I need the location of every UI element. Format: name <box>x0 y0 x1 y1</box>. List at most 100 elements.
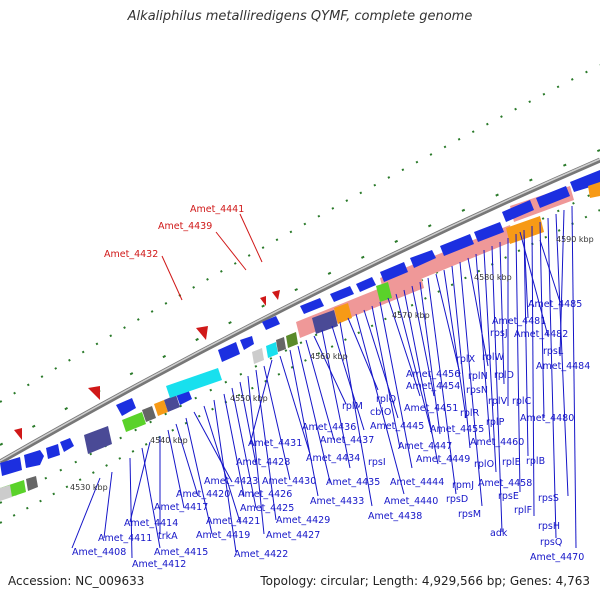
gene-block <box>286 332 298 348</box>
gene-block <box>266 342 278 358</box>
gene-label: rplV <box>488 396 508 407</box>
gene-block <box>26 476 38 491</box>
gene-arrow <box>570 170 600 192</box>
gene-arrow <box>440 234 474 256</box>
gene-label: rplM <box>342 401 363 412</box>
gene-label: rplE <box>502 457 521 468</box>
gene-label: Amet_4470 <box>530 552 584 563</box>
highlight-callout-line <box>239 213 263 263</box>
backbone-arc <box>0 157 600 465</box>
gene-label: cbiO <box>370 407 391 418</box>
kbp-label: 4560 kbp <box>310 352 348 361</box>
gene-label: rplD <box>494 370 514 381</box>
gene-label: rplO <box>474 459 494 470</box>
gene-arrow <box>262 316 280 330</box>
gene-label: Amet_4435 <box>326 477 380 488</box>
gene-label: Amet_4425 <box>240 503 294 514</box>
gene-label: rpsD <box>446 494 468 505</box>
gene-arrow <box>474 222 504 242</box>
gene-label: Amet_4482 <box>514 329 568 340</box>
highlight-callout-line <box>161 255 183 301</box>
gene-labels: Amet_4485 Amet_4481 Amet_4482 rpsJ rpsL … <box>72 299 590 570</box>
gene-block <box>376 282 392 302</box>
gene-label: rplR <box>460 408 480 419</box>
kbp-label: 4590 kbp <box>556 235 594 244</box>
gene-label: Amet_4433 <box>310 496 364 507</box>
gene-label: Amet_4437 <box>320 435 374 446</box>
highlight-marker <box>272 290 280 300</box>
gene-arrow <box>116 398 136 416</box>
gene-track <box>0 170 600 501</box>
gene-label: rpsI <box>368 457 386 468</box>
gene-label: rpsS <box>538 493 559 504</box>
gene-label: Amet_4412 <box>132 559 186 570</box>
gene-label: Amet_4449 <box>416 454 470 465</box>
gene-label: Amet_4451 <box>404 403 458 414</box>
highlight-marker <box>196 326 208 340</box>
gene-label: Amet_4422 <box>234 549 288 560</box>
gene-label: rplF <box>514 505 532 516</box>
gene-label: rplB <box>526 456 545 467</box>
gene-block <box>84 426 112 454</box>
gene-label: rplC <box>512 396 532 407</box>
gene-label: Amet_4417 <box>154 502 208 513</box>
gene-block <box>334 303 352 324</box>
gene-label: Amet_4440 <box>384 496 438 507</box>
gene-label: trkA <box>158 531 178 542</box>
gene-label: Amet_4431 <box>248 438 302 449</box>
gene-label: Amet_4427 <box>266 530 320 541</box>
gene-block <box>252 348 264 364</box>
highlight-marker <box>88 386 100 400</box>
gene-arrow <box>380 262 408 282</box>
gene-arrow <box>60 438 74 452</box>
gene-label: Amet_4429 <box>276 515 330 526</box>
gene-label: Amet_4411 <box>98 533 152 544</box>
gene-label: adk <box>490 528 508 539</box>
accession-label: Accession: NC_009633 <box>8 574 145 588</box>
kbp-label: 4530 kbp <box>70 483 108 492</box>
gene-arrow <box>356 277 376 292</box>
gene-label: Amet_4444 <box>390 477 444 488</box>
highlighted-gene-labels: Amet_4441 Amet_4439 Amet_4432 <box>104 204 244 260</box>
highlight-marker <box>260 296 266 306</box>
gene-arrow <box>46 444 60 459</box>
gene-label: Amet_4485 <box>528 299 582 310</box>
gene-arrow <box>502 200 534 222</box>
gene-block <box>154 400 168 416</box>
kbp-labels: 4530 kbp 4540 kbp 4550 kbp 4560 kbp 4570… <box>70 235 594 492</box>
gene-block <box>142 406 156 422</box>
gene-arrow <box>300 298 324 314</box>
gene-label: rpsL <box>543 346 564 357</box>
kbp-label: 4540 kbp <box>150 436 188 445</box>
gene-label: Amet_4428 <box>236 457 290 468</box>
gene-block <box>122 412 146 432</box>
gene-arrow <box>240 336 254 350</box>
gene-arrow <box>330 286 354 302</box>
gene-label: rplP <box>486 417 505 428</box>
highlighted-gene-label: Amet_4441 <box>190 204 244 215</box>
gene-label: rplW <box>482 352 505 363</box>
gene-block <box>166 368 222 398</box>
gene-label: Amet_4436 <box>302 422 356 433</box>
gene-block <box>276 337 286 352</box>
gene-label: Amet_4481 <box>492 316 546 327</box>
gene-label: rplN <box>468 371 488 382</box>
gene-block <box>0 485 12 501</box>
gene-label: rplQ <box>376 394 396 405</box>
gene-label: Amet_4419 <box>196 530 250 541</box>
gene-arrow <box>24 450 44 468</box>
kbp-label: 4550 kbp <box>230 394 268 403</box>
highlighted-gene-label: Amet_4432 <box>104 249 158 260</box>
gene-label: Amet_4421 <box>206 516 260 527</box>
gene-label: Amet_4420 <box>176 489 230 500</box>
gene-block <box>164 395 180 412</box>
gene-label: Amet_4455 <box>430 424 484 435</box>
gene-label: Amet_4480 <box>520 413 574 424</box>
gene-label: Amet_4456 <box>406 369 460 380</box>
kbp-label: 4570 kbp <box>392 311 430 320</box>
gene-label: Amet_4445 <box>370 421 424 432</box>
gene-arrow <box>536 186 570 208</box>
gene-arrow <box>410 250 436 268</box>
gene-label: Amet_4438 <box>368 511 422 522</box>
label-callout-lines <box>71 205 577 559</box>
